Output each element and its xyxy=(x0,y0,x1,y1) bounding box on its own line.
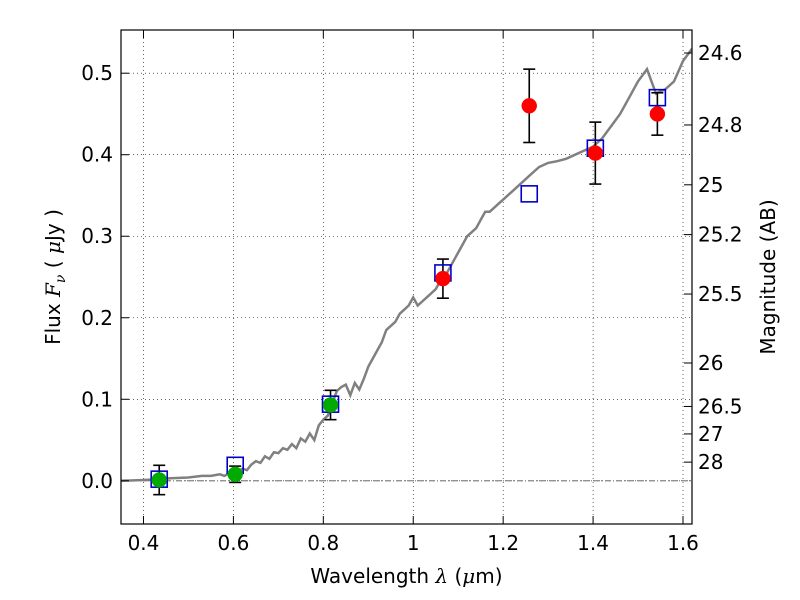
x-tick-label: 1.4 xyxy=(577,531,609,555)
magnitude-tick-label: 24.8 xyxy=(698,113,743,137)
x-tick-label: 1.6 xyxy=(667,531,699,555)
y-tick-label: 0.4 xyxy=(81,143,113,167)
green-data-point xyxy=(151,472,167,488)
magnitude-tick-label: 25.2 xyxy=(698,223,743,247)
y-tick-label: 0.1 xyxy=(81,387,113,411)
y-tick-label: 0.2 xyxy=(81,306,113,330)
x-tick-label: 0.6 xyxy=(217,531,249,555)
model-flux-square xyxy=(520,185,539,203)
x-tick-label: 1.2 xyxy=(487,531,519,555)
x-axis-label: Wavelength λ (μm) xyxy=(310,564,502,588)
magnitude-tick-label: 25 xyxy=(698,173,723,197)
x-axis-label-symbol: λ xyxy=(434,564,448,588)
green-data-point xyxy=(322,397,339,413)
y-tick-label: 0.3 xyxy=(81,224,113,248)
red-data-point xyxy=(649,106,666,122)
y-axis-label-unit: Jy ) xyxy=(41,209,65,243)
y-tick-label: 0.0 xyxy=(81,469,113,493)
y-axis-label-text: Flux xyxy=(41,297,65,345)
y-axis-label-mu: μ xyxy=(41,241,65,254)
red-data-point xyxy=(587,145,604,161)
green-data-point xyxy=(227,466,243,483)
y-tick-label: 0.5 xyxy=(81,61,113,85)
plot-frame xyxy=(120,29,693,525)
x-axis-label-paren: ( xyxy=(448,564,462,588)
y-axis-label-subscript: ν xyxy=(53,274,69,283)
x-axis-label-text: Wavelength xyxy=(310,564,435,588)
x-tick-label: 0.8 xyxy=(307,531,339,555)
y-axis-label-symbol: F xyxy=(41,282,65,298)
model-spectrum-line xyxy=(121,47,692,483)
magnitude-tick-label: 27 xyxy=(698,422,723,446)
red-data-point xyxy=(521,98,537,114)
magnitude-tick-label: 25.5 xyxy=(698,282,743,306)
x-axis-label-unit: m) xyxy=(475,564,502,588)
magnitude-tick-label: 26.5 xyxy=(698,394,743,418)
y2-axis-label: Magnitude (AB) xyxy=(756,199,780,354)
magnitude-tick-label: 24.6 xyxy=(698,41,743,65)
magnitude-tick-label: 28 xyxy=(698,450,723,474)
x-tick-label: 1 xyxy=(407,531,420,555)
magnitude-tick-label: 26 xyxy=(698,351,723,375)
model-flux-square xyxy=(648,88,667,107)
x-axis-label-mu: μ xyxy=(462,564,475,588)
y-axis-label: Flux Fν ( μJy ) xyxy=(41,209,69,345)
y-axis-label-paren: ( xyxy=(41,254,65,275)
x-tick-label: 0.4 xyxy=(128,531,160,555)
red-data-point xyxy=(435,270,451,287)
